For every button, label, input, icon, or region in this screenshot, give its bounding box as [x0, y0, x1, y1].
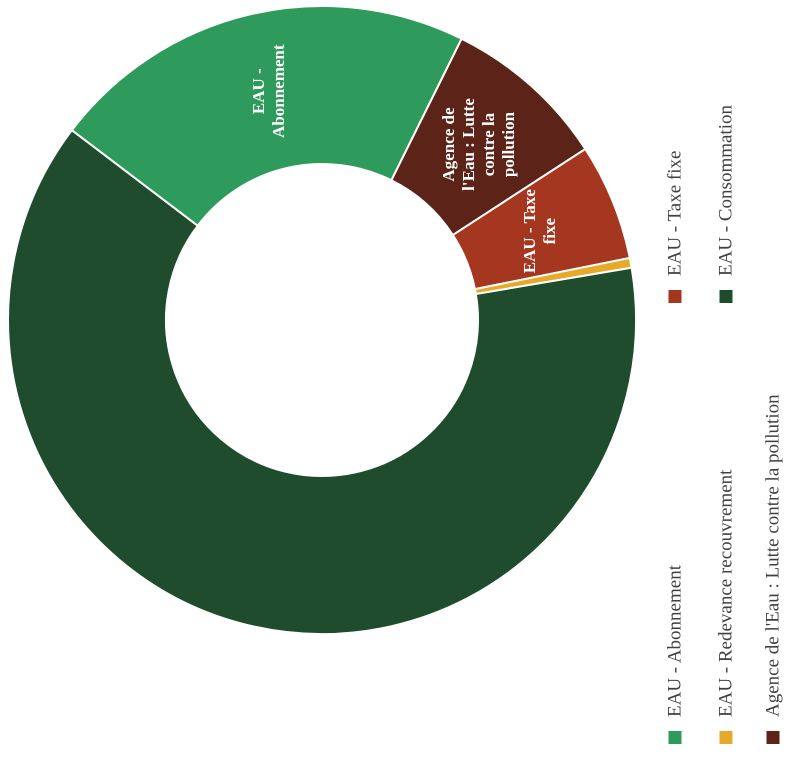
- slice-data-label: EAU - Taxe: [520, 189, 539, 274]
- slice-data-label: Abonnement: [269, 44, 288, 138]
- legend-item-agence-de-l-eau-lutte-contre-la-pollution: Agence de l'Eau : Lutte contre la pollut…: [763, 394, 784, 744]
- legend-label: Agence de l'Eau : Lutte contre la pollut…: [763, 394, 784, 717]
- legend-swatch: [719, 731, 733, 744]
- slice-data-label: l'Eau : Lutte: [459, 98, 478, 191]
- slice-data-label: pollution: [499, 111, 518, 177]
- slice-eau-redevance-recouvrement: [473, 256, 633, 296]
- slice-data-label: fixe: [540, 218, 559, 245]
- legend-item-eau-taxe-fixe: EAU - Taxe fixe: [665, 151, 686, 303]
- legend-item-eau-abonnement: EAU - Abonnement: [665, 564, 686, 744]
- slice-data-label: EAU -: [249, 68, 268, 114]
- slice-data-label: contre la: [479, 112, 498, 176]
- slice-eau-consommation: [7, 128, 637, 635]
- legend-swatch: [766, 731, 780, 744]
- legend-label: EAU - Consommation: [716, 105, 737, 276]
- slice-label-group: EAU - Abonnement: [249, 44, 288, 138]
- slice-data-label: Agence de: [439, 107, 458, 182]
- legend-label: EAU - Taxe fixe: [665, 151, 686, 276]
- legend-item-eau-consommation: EAU - Consommation: [716, 105, 737, 303]
- slice-label-group: EAU - Taxe fixe: [520, 189, 559, 274]
- legend-item-eau-redevance-recouvrement: EAU - Redevance recouvrement: [716, 469, 737, 744]
- legend-label: EAU - Redevance recouvrement: [716, 469, 737, 717]
- slice-eau-abonnement: [70, 5, 463, 228]
- slice-label-group: Agence de l'Eau : Lutte contre la pollution: [439, 98, 518, 191]
- legend-label: EAU - Abonnement: [665, 564, 686, 717]
- legend-swatch: [668, 290, 682, 303]
- legend-swatch: [668, 731, 682, 744]
- legend-swatch: [719, 290, 733, 303]
